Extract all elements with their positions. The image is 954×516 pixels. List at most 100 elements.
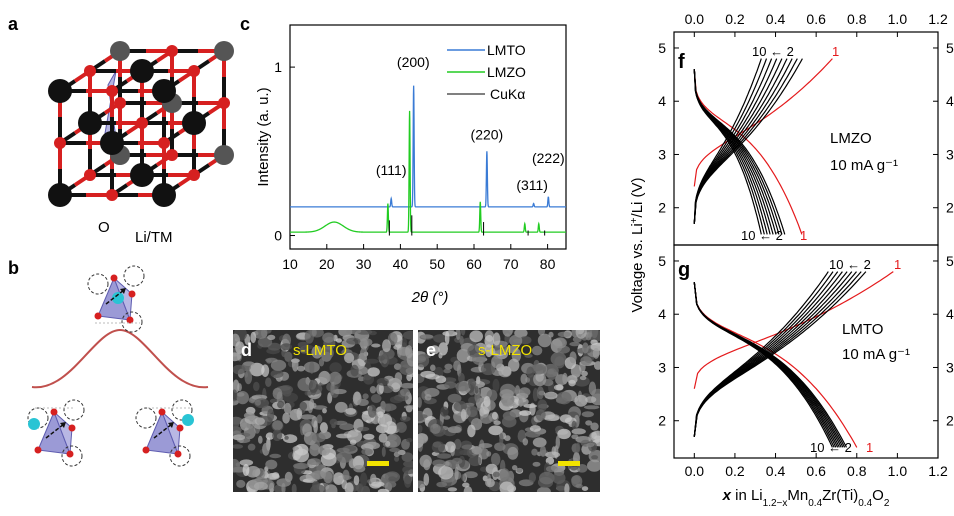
sem-particle <box>575 483 583 489</box>
xrd-xtick-label: 10 <box>282 256 298 272</box>
oxygen-atom <box>66 450 74 458</box>
voltage-xtick-label: 0.4 <box>766 463 786 479</box>
sem-particle <box>519 410 532 416</box>
voltage-ytick-label-right: 5 <box>946 253 954 269</box>
panel-b: b <box>8 258 209 467</box>
sem-particle <box>403 405 413 410</box>
panel-e-title: s-LMZO <box>478 342 533 359</box>
voltage-xtick-label-top: 0.6 <box>806 11 826 27</box>
sem-particle <box>430 364 436 372</box>
charge-curve <box>693 58 793 224</box>
sem-particle <box>376 377 389 386</box>
sem-particle <box>535 372 544 382</box>
panel-d-title: s-LMTO <box>293 342 347 359</box>
xrd-ytick-label: 1 <box>274 59 282 75</box>
sem-particle <box>537 333 552 348</box>
sem-particle <box>342 469 350 481</box>
xrd-axes: 10 20 30 40 50 60 70 80 0 1 <box>274 59 555 272</box>
sem-particle <box>499 468 510 482</box>
charge-curve <box>693 271 829 437</box>
sem-particle <box>249 362 265 377</box>
sem-particle <box>233 389 238 402</box>
sem-particle <box>472 418 479 424</box>
tm-atom <box>214 41 234 61</box>
sem-particle <box>587 459 600 472</box>
sem-particle <box>524 353 533 358</box>
sem-particle <box>381 403 397 411</box>
panel-a-label: a <box>8 14 19 34</box>
sem-particle <box>346 337 361 345</box>
sem-particle <box>262 442 270 456</box>
voltage-xtick-label: 0.2 <box>725 463 745 479</box>
sem-particle <box>520 373 528 385</box>
sem-particle <box>580 356 592 366</box>
sem-particle <box>357 426 370 432</box>
tetrahedron-saddle <box>87 265 145 333</box>
sem-particle <box>531 345 543 356</box>
sem-particle <box>454 466 459 481</box>
panel-f-label: f <box>678 51 685 73</box>
sem-particle <box>536 486 551 492</box>
sem-particle <box>466 405 478 418</box>
voltage-curves-g <box>693 271 894 448</box>
sem-particle <box>501 415 517 428</box>
sem-particle <box>574 394 588 407</box>
sem-particle <box>336 451 353 463</box>
sem-particle <box>353 475 360 486</box>
vacant-site <box>123 265 145 287</box>
sem-particle <box>400 382 413 389</box>
sem-particle <box>478 448 489 460</box>
sem-particle <box>329 418 338 426</box>
voltage-xtick-label-top: 1.2 <box>928 11 948 27</box>
charge-curve <box>693 58 762 224</box>
sem-particle <box>575 442 581 454</box>
sem-particle <box>576 464 588 473</box>
voltage-xtick-label-top: 0.0 <box>685 11 705 27</box>
panel-c: c 10 20 30 40 50 60 70 80 0 1 (111) (200) (220) (311… <box>240 14 567 306</box>
tetrahedron-final <box>135 399 194 467</box>
sem-particle <box>329 362 342 374</box>
sem-particle <box>347 429 363 443</box>
sem-particle <box>270 369 284 379</box>
oxygen-atom <box>158 408 166 416</box>
oxygen-atom <box>136 117 148 129</box>
sem-particle <box>311 433 326 443</box>
sem-particle <box>272 429 283 441</box>
sem-particle <box>531 448 538 456</box>
sem-particle <box>529 425 541 432</box>
oxygen-atom <box>142 446 150 454</box>
sem-particle <box>357 398 369 406</box>
panel-c-label: c <box>240 14 250 34</box>
voltage-plot-g-frame <box>673 244 939 459</box>
voltage-ytick-label-right: 5 <box>946 40 954 56</box>
oxygen-atom <box>34 446 42 454</box>
sem-particle <box>359 347 368 361</box>
voltage-ytick-label: 3 <box>658 146 666 162</box>
sem-particle <box>528 472 536 483</box>
sem-particle <box>583 405 600 410</box>
sem-particle <box>311 345 323 359</box>
sem-particle <box>284 435 289 440</box>
sem-particle <box>380 353 390 368</box>
sem-particle <box>299 401 308 411</box>
xrd-xtick-label: 70 <box>503 256 519 272</box>
panel-g-cycle-first-charge: 1 <box>894 257 901 272</box>
sem-particle <box>591 455 599 460</box>
sem-particle <box>328 371 342 385</box>
panel-b-label: b <box>8 258 19 278</box>
sem-particle <box>532 387 539 402</box>
oxygen-atom <box>166 149 178 161</box>
oxygen-atom <box>188 65 200 77</box>
sem-particle <box>265 432 275 440</box>
sem-particle <box>388 476 397 482</box>
voltage-ytick-label-right: 2 <box>946 413 954 429</box>
sem-particle <box>291 358 299 372</box>
sem-particle <box>569 351 577 364</box>
sem-particle <box>499 389 514 399</box>
oxygen-atom <box>68 424 76 432</box>
voltage-ytick-label-right: 4 <box>946 306 954 322</box>
sem-particle <box>336 338 342 343</box>
sem-particle <box>253 481 268 491</box>
sem-particle <box>542 363 559 378</box>
sem-particle <box>448 330 454 335</box>
